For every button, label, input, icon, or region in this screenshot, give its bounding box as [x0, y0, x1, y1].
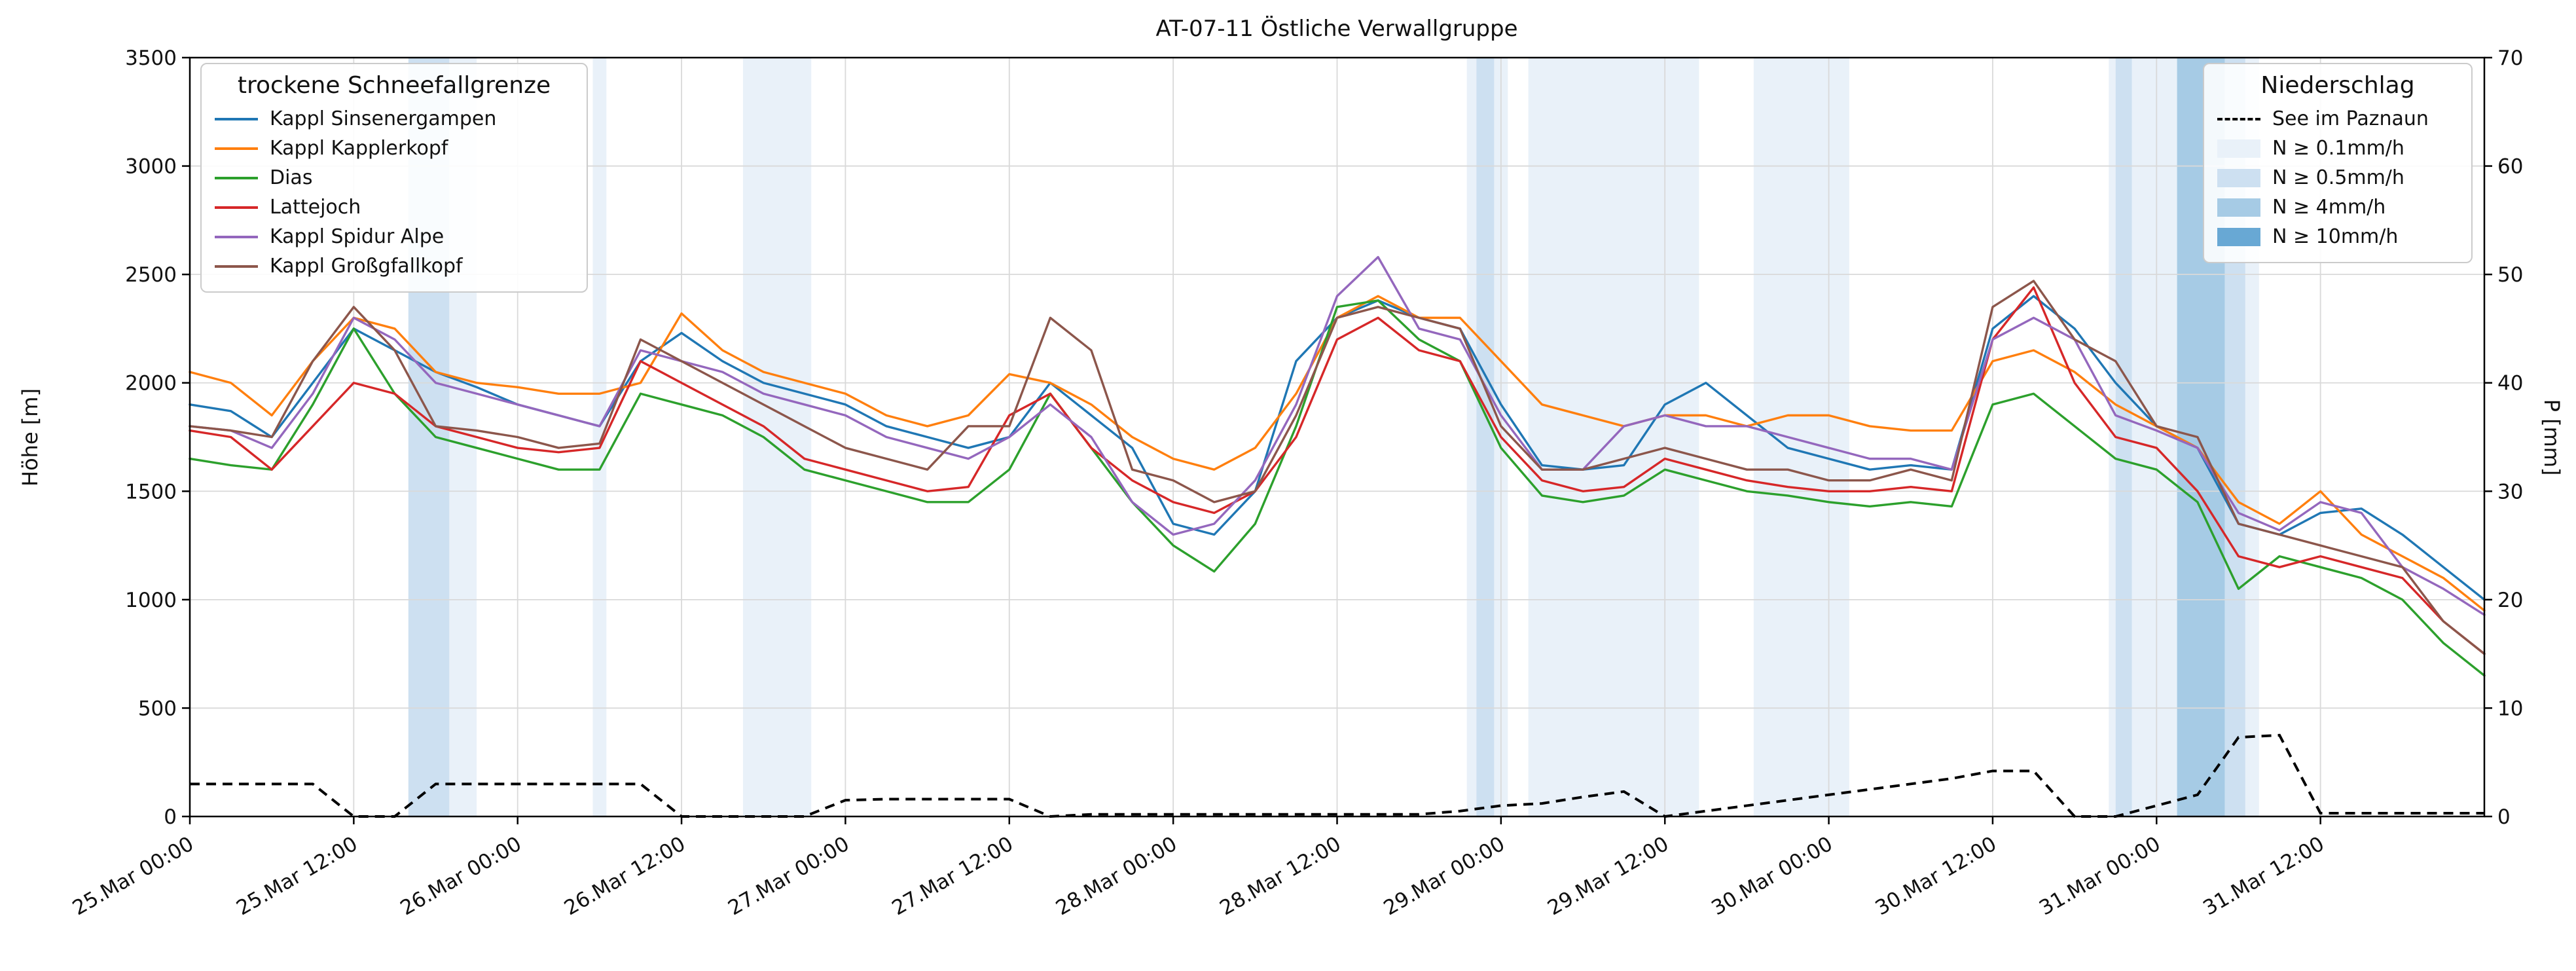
- x-tick-label: 26.Mar 00:00: [396, 832, 525, 921]
- series-line: [189, 280, 2486, 655]
- precip-band: [592, 58, 607, 816]
- legend-item-label: Dias: [270, 166, 313, 189]
- y-tick-label: 3500: [125, 46, 177, 70]
- x-tick-label: 25.Mar 12:00: [232, 832, 361, 921]
- x-tick-label: 27.Mar 12:00: [888, 832, 1017, 921]
- y-tick-label: 0: [164, 805, 177, 829]
- x-tick-label: 30.Mar 12:00: [1872, 832, 2001, 921]
- x-tick-label: 28.Mar 12:00: [1216, 832, 1345, 921]
- y-tick-label: 60: [2497, 155, 2523, 179]
- legend-swatch: [215, 176, 258, 179]
- legend-swatch: [215, 147, 258, 150]
- legend-snowline: trockene Schneefallgrenze Kappl Sinsener…: [200, 63, 588, 293]
- x-tick-label: 25.Mar 00:00: [69, 832, 198, 921]
- legend-swatch: [2217, 227, 2260, 246]
- legend-swatch: [2217, 139, 2260, 158]
- y-tick-label: 20: [2497, 589, 2523, 612]
- legend-item: N ≥ 0.5mm/h: [2217, 163, 2458, 192]
- legend-item-label: Kappl Großgfallkopf: [270, 255, 463, 278]
- x-tick-label: 31.Mar 00:00: [2035, 832, 2164, 921]
- y-axis-label-right: P [mm]: [2539, 399, 2564, 476]
- y-tick-label: 1500: [125, 480, 177, 504]
- legend-precip-title: Niederschlag: [2260, 72, 2415, 99]
- legend-snowline-items: Kappl Sinsenergampen Kappl Kapplerkopf Dia…: [215, 104, 573, 281]
- precip-band: [2109, 58, 2116, 816]
- y-tick-label: 70: [2497, 46, 2523, 70]
- legend-item: N ≥ 10mm/h: [2217, 222, 2458, 251]
- legend-item: Dias: [215, 163, 573, 192]
- series-line: [189, 299, 2486, 677]
- y-tick-label: 10: [2497, 697, 2523, 720]
- legend-swatch: [2217, 168, 2260, 187]
- y-tick-label: 3000: [125, 155, 177, 179]
- legend-swatch: [215, 206, 258, 209]
- x-tick-label: 30.Mar 00:00: [1707, 832, 1836, 921]
- legend-swatch: [2217, 117, 2260, 120]
- legend-item-label: Kappl Kapplerkopf: [270, 137, 448, 160]
- legend-precip-items: See im Paznaun N ≥ 0.1mm/h N ≥ 0.5mm/h N ≥ …: [2217, 104, 2458, 251]
- x-tick-label: 31.Mar 12:00: [2199, 832, 2328, 921]
- legend-item-label: Kappl Spidur Alpe: [270, 225, 444, 248]
- legend-swatch: [215, 265, 258, 268]
- legend-item-label: N ≥ 0.5mm/h: [2272, 166, 2404, 189]
- y-tick-label: 0: [2497, 805, 2511, 829]
- legend-item: N ≥ 0.1mm/h: [2217, 134, 2458, 163]
- x-tick-label: 28.Mar 00:00: [1052, 832, 1181, 921]
- precip-band: [1476, 58, 1495, 816]
- legend-item: Lattejoch: [215, 192, 573, 222]
- legend-item: N ≥ 4mm/h: [2217, 192, 2458, 222]
- series-line: [189, 255, 2486, 616]
- x-tick-label: 26.Mar 12:00: [560, 832, 689, 921]
- y-tick-label: 30: [2497, 480, 2523, 504]
- series-line: [189, 286, 2486, 655]
- x-tick-label: 27.Mar 00:00: [724, 832, 853, 921]
- legend-swatch: [215, 235, 258, 238]
- y-tick-label: 50: [2497, 263, 2523, 287]
- x-tick-label: 29.Mar 00:00: [1380, 832, 1509, 921]
- legend-item-label: N ≥ 0.1mm/h: [2272, 137, 2404, 160]
- legend-item: Kappl Sinsenergampen: [215, 104, 573, 134]
- x-tick-label: 29.Mar 12:00: [1544, 832, 1673, 921]
- y-axis-label-left: Höhe [m]: [18, 388, 43, 486]
- legend-item-label: Lattejoch: [270, 196, 361, 219]
- precip-band: [1753, 58, 1849, 816]
- legend-item: Kappl Kapplerkopf: [215, 134, 573, 163]
- legend-swatch: [2217, 198, 2260, 217]
- chart-title: AT-07-11 Östliche Verwallgruppe: [1155, 16, 1518, 42]
- y-tick-label: 40: [2497, 372, 2523, 395]
- y-tick-label: 2000: [125, 372, 177, 395]
- legend-item-label: N ≥ 10mm/h: [2272, 225, 2399, 248]
- legend-item: Kappl Großgfallkopf: [215, 251, 573, 281]
- y-tick-label: 2500: [125, 263, 177, 287]
- legend-item-label: N ≥ 4mm/h: [2272, 196, 2386, 219]
- precip-band: [1466, 58, 1477, 816]
- legend-item-label: Kappl Sinsenergampen: [270, 107, 497, 130]
- legend-item: See im Paznaun: [2217, 104, 2458, 134]
- legend-item: Kappl Spidur Alpe: [215, 222, 573, 251]
- legend-precip: Niederschlag See im Paznaun N ≥ 0.1mm/h N …: [2203, 63, 2473, 263]
- legend-snowline-title: trockene Schneefallgrenze: [237, 72, 551, 99]
- y-tick-label: 500: [138, 697, 177, 720]
- legend-swatch: [215, 117, 258, 120]
- legend-item-label: See im Paznaun: [2272, 107, 2429, 130]
- y-tick-label: 1000: [125, 589, 177, 612]
